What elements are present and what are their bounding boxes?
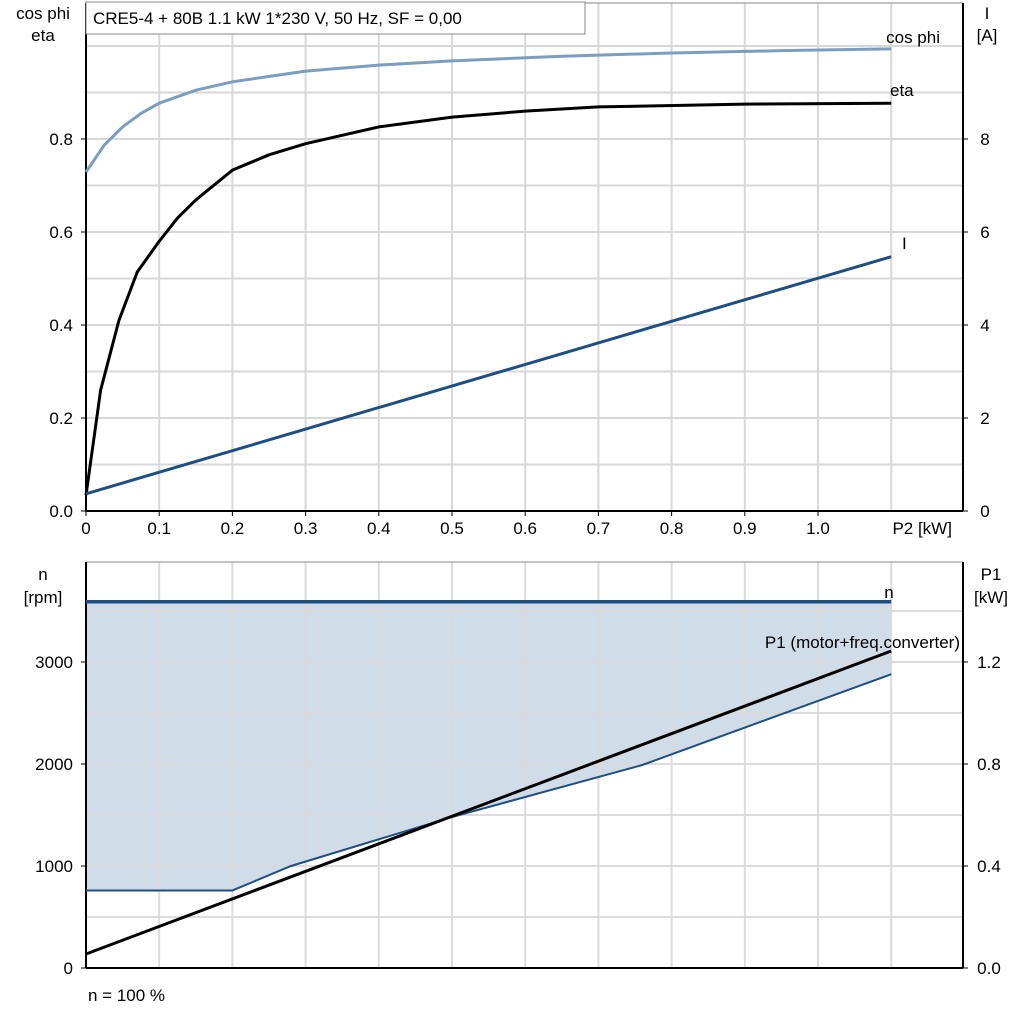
y-right-tick-label: 0.4 <box>977 857 1001 876</box>
eta-curve <box>84 101 892 496</box>
chart-title: CRE5-4 + 80B 1.1 kW 1*230 V, 50 Hz, SF =… <box>93 9 462 28</box>
eta-label: eta <box>890 81 914 100</box>
y-left-tick-label: 0.6 <box>49 223 73 242</box>
x-tick-label: 0.6 <box>513 519 537 538</box>
min-speed-curve <box>86 673 892 892</box>
y-right-tick-label: 0.0 <box>977 959 1001 978</box>
x-tick-label: 0.8 <box>660 519 684 538</box>
y-right-label-p1: P1 <box>981 565 1002 584</box>
y-left-tick-label: 0.8 <box>49 130 73 149</box>
x-tick-label: 0.2 <box>221 519 245 538</box>
speed-annotation: n = 100 % <box>88 986 165 1005</box>
x-tick-label: 0.7 <box>587 519 611 538</box>
y-right-label-unit: [kW] <box>974 588 1008 607</box>
x-tick-label: 0.5 <box>440 519 464 538</box>
y-left-label-unit: [rpm] <box>24 588 63 607</box>
y-left-tick-label: 0.2 <box>49 409 73 428</box>
x-tick-label: 1.0 <box>806 519 830 538</box>
x-axis-label: P2 [kW] <box>892 519 952 538</box>
p1-curve <box>85 649 892 956</box>
speed-label: n <box>884 583 893 602</box>
y-left-tick-label: 0 <box>64 959 73 978</box>
title-box <box>85 1 586 35</box>
cos-phi-curve <box>84 47 892 173</box>
y-left-tick-label: 2000 <box>35 755 73 774</box>
y-right-tick-label: 2 <box>980 409 989 428</box>
y-right-tick-label: 6 <box>980 223 989 242</box>
operating-range-fill <box>86 601 892 891</box>
y-left-tick-label: 3000 <box>35 653 73 672</box>
x-tick-label: 0.9 <box>733 519 757 538</box>
y-right-tick-label: 4 <box>980 316 989 335</box>
y-right-label-unit: [A] <box>977 26 998 45</box>
y-left-label-n: n <box>38 565 47 584</box>
y-right-label-i: I <box>985 4 990 23</box>
y-right-tick-label: 0.8 <box>977 755 1001 774</box>
x-tick-label: 0 <box>81 519 90 538</box>
cos-phi-label: cos phi <box>886 28 940 47</box>
current-curve <box>85 255 892 496</box>
x-tick-label: 0.1 <box>147 519 171 538</box>
x-tick-label: 0.4 <box>367 519 391 538</box>
y-left-tick-label: 0.0 <box>49 502 73 521</box>
current-label: I <box>902 234 907 253</box>
x-tick-label: 0.3 <box>294 519 318 538</box>
y-left-label-cosphi: cos phi <box>16 4 70 23</box>
y-left-label-eta: eta <box>31 26 55 45</box>
y-left-tick-label: 0.4 <box>49 316 73 335</box>
y-right-tick-label: 1.2 <box>977 653 1001 672</box>
p1-label: P1 (motor+freq.converter) <box>765 633 960 652</box>
y-left-tick-label: 1000 <box>35 857 73 876</box>
y-right-tick-label: 8 <box>980 130 989 149</box>
y-right-tick-label: 0 <box>980 502 989 521</box>
